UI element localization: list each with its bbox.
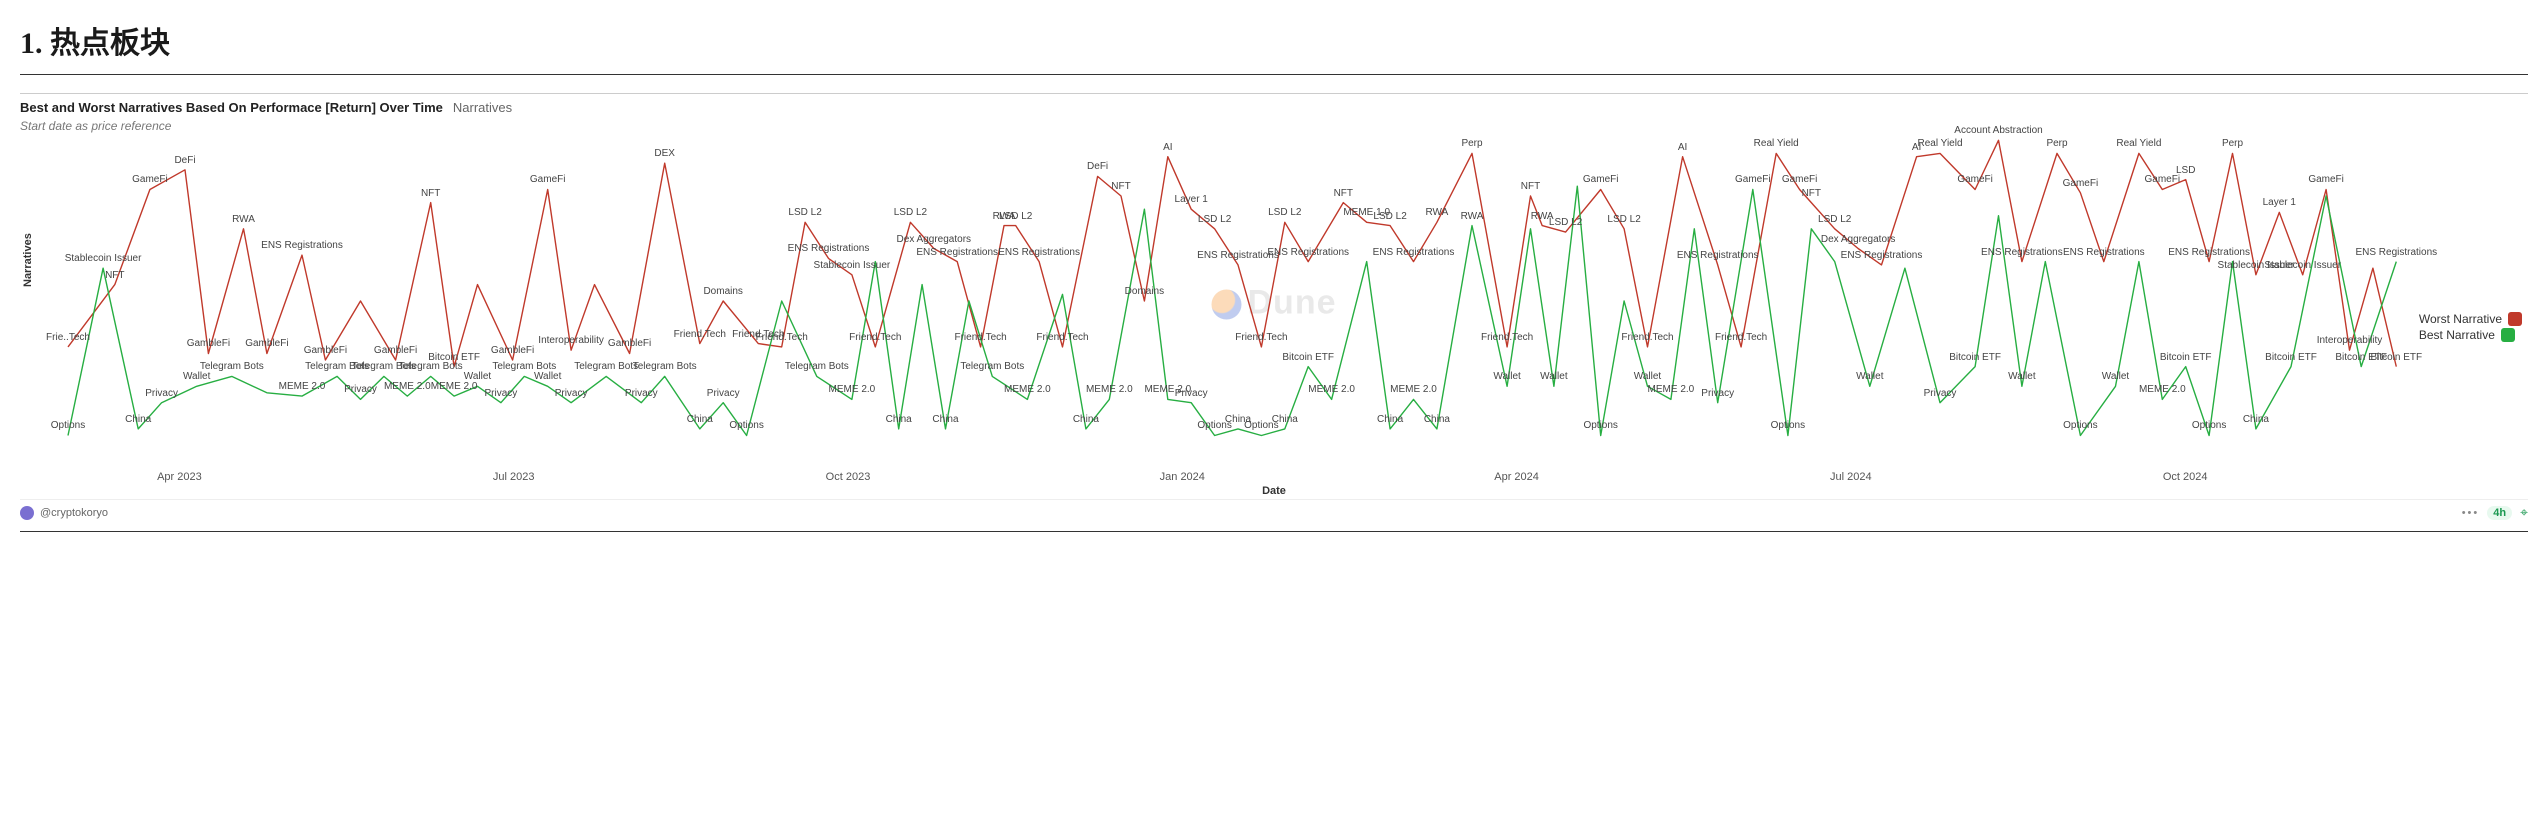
- chart-plot-area: Narratives Dune Frie..TechNFTGameFiDeFiG…: [20, 137, 2528, 497]
- legend-label-worst: Worst Narrative: [2419, 312, 2502, 326]
- legend-label-best: Best Narrative: [2419, 328, 2495, 342]
- legend-row-best[interactable]: Best Narrative: [2419, 328, 2522, 342]
- x-tick: Jan 2024: [1160, 471, 1205, 483]
- chart-author[interactable]: @cryptokoryo: [20, 506, 108, 520]
- x-tick: Jul 2023: [493, 471, 535, 483]
- chart-svg: [20, 137, 2528, 497]
- x-tick: Oct 2023: [826, 471, 871, 483]
- legend-swatch-best: [2501, 328, 2515, 342]
- legend-swatch-worst: [2508, 312, 2522, 326]
- chart-note: Start date as price reference: [20, 119, 2528, 133]
- chart-title: Best and Worst Narratives Based On Perfo…: [20, 100, 443, 115]
- section-title: 热点板块: [50, 27, 170, 60]
- chart-subtitle: Narratives: [453, 100, 512, 115]
- x-tick: Oct 2024: [2163, 471, 2208, 483]
- legend-row-worst[interactable]: Worst Narrative: [2419, 312, 2522, 326]
- x-tick: Jul 2024: [1830, 471, 1872, 483]
- bottom-rule: [20, 531, 2528, 532]
- chart-legend: Worst Narrative Best Narrative: [2419, 310, 2522, 344]
- chart-card: Best and Worst Narratives Based On Perfo…: [20, 93, 2528, 523]
- chart-footer: @cryptokoryo ••• 4h ⌖: [20, 499, 2528, 523]
- avatar-icon: [20, 506, 34, 520]
- section-heading: 1. 热点板块: [20, 18, 2528, 75]
- age-badge: 4h: [2487, 506, 2512, 520]
- more-menu-icon[interactable]: •••: [2462, 507, 2480, 519]
- x-tick: Apr 2024: [1494, 471, 1539, 483]
- x-axis-title: Date: [1262, 485, 1286, 497]
- section-number: 1.: [20, 27, 43, 60]
- x-tick: Apr 2023: [157, 471, 202, 483]
- chart-header: Best and Worst Narratives Based On Perfo…: [20, 94, 2528, 117]
- checkmark-icon: ⌖: [2520, 504, 2528, 521]
- author-handle: @cryptokoryo: [40, 507, 108, 519]
